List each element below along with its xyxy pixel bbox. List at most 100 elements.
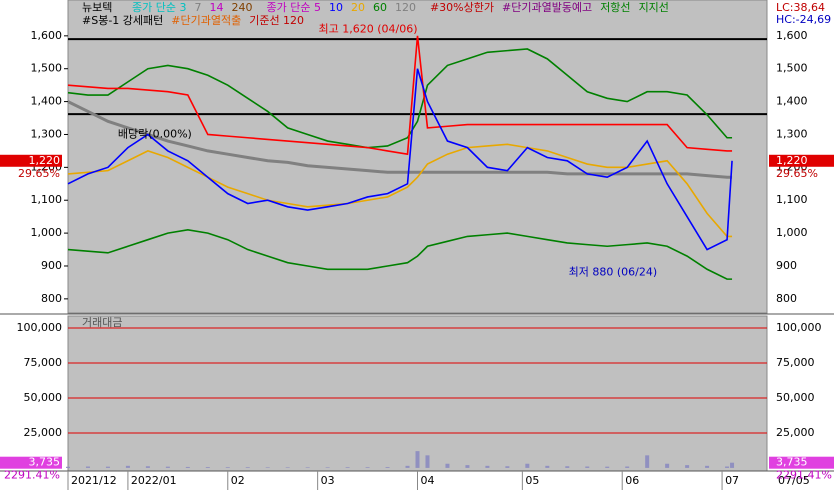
volume-bar <box>145 466 150 468</box>
x-tick-label: 03 <box>321 474 335 487</box>
legend-item: 종가 단순 3 <box>132 1 186 14</box>
price-tag-label: 1,220 <box>776 154 808 167</box>
volume-bar <box>445 463 450 468</box>
annotation: 최고 1,620 (04/06) <box>318 22 417 35</box>
pct-label: 2291.41% <box>776 469 832 482</box>
x-tick-label: 04 <box>421 474 435 487</box>
volume-bar <box>565 466 570 468</box>
series-line <box>67 68 733 251</box>
volume-bar <box>305 467 310 468</box>
volume-bar <box>545 465 550 468</box>
legend-item: 지지선 <box>639 1 669 14</box>
y-tick-label: 1,100 <box>31 193 63 206</box>
x-tick-label: 06 <box>625 474 639 487</box>
pct-label: 2291.41% <box>4 469 60 482</box>
y-tick-label: 25,000 <box>24 426 63 439</box>
y-tick-label-right: 900 <box>776 259 797 272</box>
volume-bar <box>405 465 410 468</box>
annotation: 최저 880 (06/24) <box>569 266 658 279</box>
volume-bar <box>225 467 230 468</box>
price-tag-label: 3,735 <box>776 456 808 469</box>
y-tick-label: 75,000 <box>24 356 63 369</box>
price-tag-label: 1,220 <box>29 154 61 167</box>
y-tick-label-right: 1,300 <box>776 127 808 140</box>
x-tick-label: 07 <box>725 474 739 487</box>
series-line <box>67 143 733 238</box>
volume-bar <box>625 466 630 468</box>
legend-item: 60 <box>373 1 387 14</box>
volume-bar <box>665 463 670 468</box>
volume-bar <box>325 467 330 468</box>
legend-item: 20 <box>351 1 365 14</box>
volume-bar <box>505 466 510 468</box>
volume-bar <box>105 466 110 468</box>
hc: HC:-24,69 <box>776 13 831 26</box>
price-tag <box>769 456 834 469</box>
x-tick-label: 05 <box>525 474 539 487</box>
y-tick-label-right: 1,400 <box>776 95 808 108</box>
y-tick-label: 900 <box>41 259 62 272</box>
legend-item: 120 <box>395 1 416 14</box>
volume-bar <box>685 465 690 468</box>
y-tick-label-right: 75,000 <box>776 356 815 369</box>
y-tick-label: 800 <box>41 292 62 305</box>
volume-bar <box>415 451 420 468</box>
volume-bar <box>165 466 170 468</box>
pct-label: 29.65% <box>18 167 60 180</box>
stock-name: 뉴보텍 <box>82 1 112 14</box>
legend-item: #단기과열발동예고 <box>502 1 592 14</box>
annotation: 배당락(0.00%) <box>118 127 192 140</box>
series-line <box>67 100 733 179</box>
legend-item: 기준선 120 <box>249 14 304 27</box>
volume-bar <box>185 466 190 468</box>
x-tick-label: 2021/12 <box>71 474 117 487</box>
series-line <box>67 35 733 156</box>
y-tick-label: 1,000 <box>31 226 63 239</box>
volume-bar <box>725 466 730 468</box>
legend-item: 저항선 <box>600 1 630 14</box>
series-line <box>67 229 733 280</box>
price-tag <box>0 154 62 167</box>
legend-item: 240 <box>231 1 252 14</box>
volume-panel <box>67 315 768 472</box>
y-tick-label: 1,500 <box>31 62 63 75</box>
y-tick-label-right: 100,000 <box>776 321 822 334</box>
legend-item: 7 <box>194 1 201 14</box>
y-tick-label-right: 1,100 <box>776 193 808 206</box>
y-tick-label: 100,000 <box>17 321 63 334</box>
pct-label: 29.65% <box>776 167 818 180</box>
volume-bar <box>285 467 290 468</box>
legend-item: #30%상한가 <box>430 1 494 14</box>
volume-bar <box>585 466 590 468</box>
y-tick-label-right: 1,500 <box>776 62 808 75</box>
y-tick-label-right: 1,600 <box>776 29 808 42</box>
volume-title: 거래대금 <box>82 316 122 329</box>
y-tick-label: 1,400 <box>31 95 63 108</box>
x-tick-label: 2022/01 <box>131 474 177 487</box>
legend-item: 14 <box>209 1 223 14</box>
y-tick-label-right: 25,000 <box>776 426 815 439</box>
y-tick-label: 1,300 <box>31 127 63 140</box>
price-panel <box>67 0 768 314</box>
volume-bar <box>345 467 350 468</box>
volume-bar <box>485 465 490 468</box>
volume-bar <box>645 455 650 468</box>
volume-bar <box>245 467 250 468</box>
volume-bar <box>525 463 530 468</box>
y-tick-label: 50,000 <box>24 391 63 404</box>
volume-bar <box>465 465 470 468</box>
y-tick-label: 1,600 <box>31 29 63 42</box>
legend-item: #S봉-1 강세패턴 <box>82 14 163 27</box>
volume-bar <box>705 465 710 468</box>
volume-bar <box>605 466 610 468</box>
legend-item: 10 <box>329 1 343 14</box>
x-end-label: 07/05 <box>778 474 810 487</box>
y-tick-label-right: 1,000 <box>776 226 808 239</box>
y-tick-label-right: 800 <box>776 292 797 305</box>
price-tag <box>769 154 834 167</box>
volume-bar <box>730 462 735 468</box>
price-tag <box>0 456 62 469</box>
volume-bar <box>265 467 270 468</box>
legend-item: 종가 단순 5 <box>266 1 320 14</box>
volume-bar <box>425 455 430 468</box>
